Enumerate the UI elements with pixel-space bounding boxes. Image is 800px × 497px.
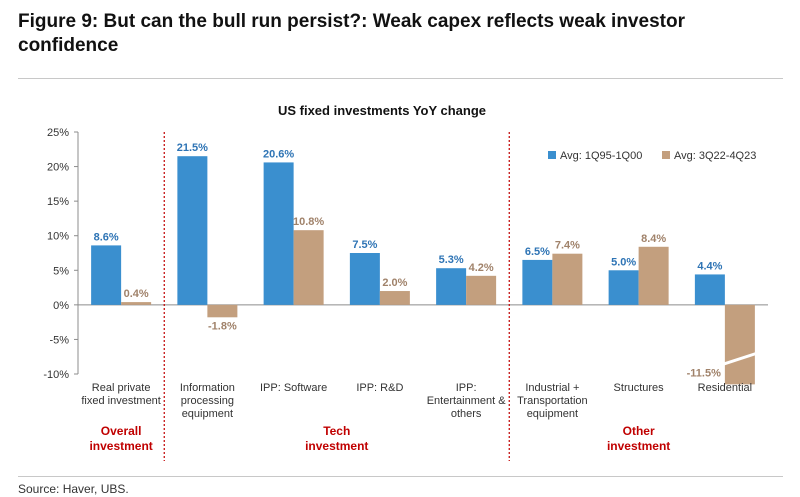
- data-label: 2.0%: [382, 277, 407, 289]
- data-label: 10.8%: [293, 216, 324, 228]
- data-label: 4.4%: [697, 260, 722, 272]
- category-label: IPP: Software: [260, 382, 327, 394]
- data-label: 7.5%: [352, 239, 377, 251]
- y-tick-label: -5%: [49, 334, 69, 346]
- chart-title: US fixed investments YoY change: [278, 103, 486, 118]
- category-label: IPP: R&D: [356, 382, 403, 394]
- y-tick-label: 20%: [47, 162, 69, 174]
- legend-label: Avg: 3Q22-4Q23: [674, 150, 756, 162]
- data-label: 8.4%: [641, 233, 666, 245]
- bar-series2: [121, 302, 152, 305]
- data-label: 6.5%: [525, 246, 550, 258]
- y-tick-label: 10%: [47, 231, 69, 243]
- category-label: Residential: [698, 382, 752, 394]
- group-label: investment: [305, 439, 368, 453]
- bar-series2: [379, 291, 410, 305]
- bar-series1: [436, 268, 467, 305]
- bar-series2: [207, 304, 238, 318]
- bar-series1: [608, 270, 639, 305]
- category-label: Entertainment &: [427, 395, 507, 407]
- category-label: IPP:: [456, 382, 477, 394]
- data-label: 0.4%: [124, 288, 149, 300]
- group-label: investment: [607, 439, 670, 453]
- y-tick-label: -10%: [43, 369, 69, 381]
- category-label: equipment: [182, 408, 233, 420]
- category-label: Transportation: [517, 395, 588, 407]
- data-label: 4.2%: [469, 262, 494, 274]
- category-label: others: [451, 408, 482, 420]
- bar-series2: [466, 275, 497, 305]
- y-tick-label: 5%: [53, 265, 69, 277]
- legend-label: Avg: 1Q95-1Q00: [560, 150, 642, 162]
- data-label: -11.5%: [687, 367, 721, 379]
- bar-series2: [638, 246, 669, 305]
- bar-series1: [177, 156, 208, 305]
- bar-series2: [293, 230, 324, 305]
- group-label: Tech: [323, 424, 350, 438]
- bar-series2: [724, 304, 755, 385]
- legend-swatch: [548, 151, 556, 159]
- bar-series2: [552, 253, 583, 305]
- y-tick-label: 25%: [47, 127, 69, 139]
- data-label: -1.8%: [208, 320, 237, 332]
- category-label: Industrial +: [525, 382, 579, 394]
- bar-series1: [522, 259, 553, 305]
- category-label: equipment: [527, 408, 578, 420]
- chart: US fixed investments YoY change 25% 20% 15%…: [43, 103, 768, 461]
- data-label: 5.0%: [611, 256, 636, 268]
- figure-title: Figure 9: But can the bull run persist?:…: [18, 11, 685, 56]
- y-tick-label: 15%: [47, 196, 69, 208]
- category-label: processing: [181, 395, 234, 407]
- data-label: 20.6%: [263, 148, 294, 160]
- bar-series1: [91, 245, 122, 305]
- category-label: Structures: [614, 382, 665, 394]
- group-label: investment: [89, 439, 152, 453]
- data-label: 5.3%: [439, 254, 464, 266]
- category-label: fixed investment: [81, 395, 160, 407]
- legend-swatch: [662, 151, 670, 159]
- title-divider: [18, 78, 783, 79]
- source-divider: [18, 476, 783, 477]
- bar-series1: [694, 274, 725, 305]
- category-label: Information: [180, 382, 235, 394]
- bar-series1: [263, 162, 294, 305]
- category-label: Real private: [92, 382, 151, 394]
- data-label: 8.6%: [94, 231, 119, 243]
- group-label: Overall: [101, 424, 142, 438]
- data-label: 21.5%: [177, 142, 208, 154]
- bar-series1: [349, 253, 380, 305]
- group-label: Other: [623, 424, 655, 438]
- axis-break-marker: [722, 351, 758, 366]
- y-tick-label: 0%: [53, 300, 69, 312]
- data-label: 7.4%: [555, 240, 580, 252]
- source-note: Source: Haver, UBS.: [18, 482, 129, 496]
